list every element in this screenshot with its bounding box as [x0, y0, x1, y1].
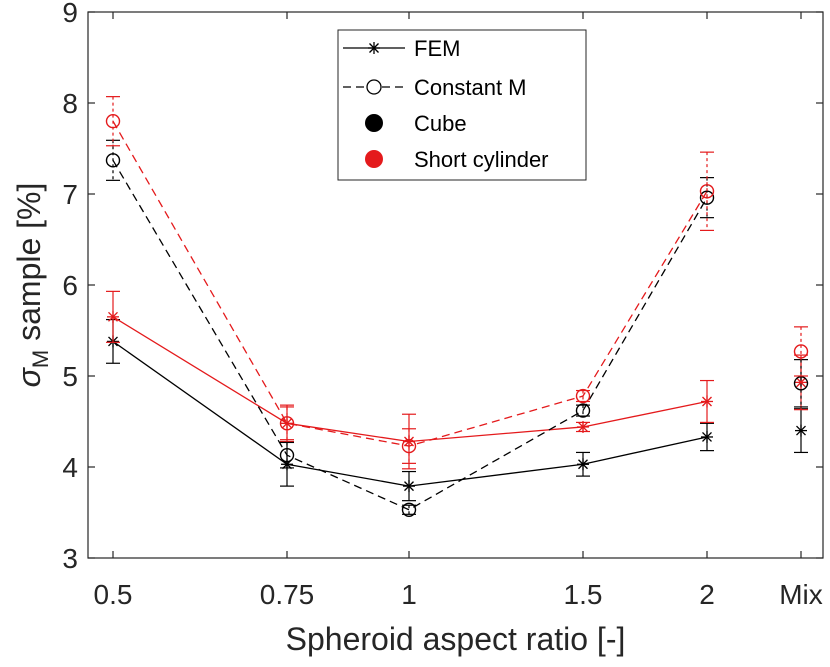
star-stroke	[702, 432, 712, 442]
legend: FEM Constant M Cube Short cylinder	[337, 29, 587, 181]
star-stroke	[578, 422, 588, 432]
data-point-circle	[279, 447, 295, 463]
star-stroke	[796, 377, 806, 388]
data-point-circle	[793, 376, 809, 391]
error-bar	[794, 326, 808, 377]
star-stroke	[108, 311, 118, 322]
data-point-circle	[699, 184, 715, 199]
y-tick-label: 6	[62, 270, 78, 301]
star-stroke	[702, 396, 712, 407]
data-point-circle	[279, 416, 295, 431]
x-tick-label: Mix	[779, 579, 823, 610]
x-tick-label: 1.5	[564, 579, 603, 610]
data-point-circle	[105, 153, 121, 168]
legend-item-fem: FEM	[343, 36, 460, 61]
error-bar	[402, 428, 416, 464]
star-stroke	[578, 459, 588, 470]
x-tick-label: 0.5	[94, 579, 133, 610]
data-point-circle	[401, 438, 417, 454]
star-stroke	[796, 425, 806, 436]
data-point-circle	[793, 344, 809, 359]
x-axis-label: Spheroid aspect ratio [-]	[286, 621, 626, 657]
error-bar	[280, 441, 294, 469]
axis-ticks: 3 4 5 6 7 8 9 0.5 0.75 1 1.5 2 Mix	[62, 0, 823, 610]
y-tick-label: 7	[62, 179, 78, 210]
y-tick-label: 3	[62, 543, 78, 574]
series-line	[112, 120, 708, 447]
legend-label-short-cylinder: Short cylinder	[414, 147, 549, 172]
y-axis-label-subscript: M	[28, 350, 53, 368]
legend-label-constant-m: Constant M	[414, 75, 527, 100]
legend-item-cube: Cube	[365, 111, 467, 136]
plot-content	[105, 96, 809, 517]
data-point-circle	[575, 388, 591, 404]
data-point-star	[795, 424, 807, 437]
error-bar	[280, 406, 294, 441]
legend-cube-dot-icon	[365, 114, 383, 132]
y-axis-label-rest: sample [%]	[11, 183, 47, 350]
data-point-star	[107, 310, 119, 323]
data-point-circle	[575, 403, 591, 418]
data-point-circle	[105, 113, 121, 129]
data-point-star	[577, 458, 589, 471]
x-tick-label: 1	[401, 579, 417, 610]
series-line	[112, 159, 708, 511]
error-bar	[700, 151, 714, 231]
legend-item-constant-m: Constant M	[343, 75, 527, 100]
legend-short-cylinder-dot-icon	[365, 150, 383, 168]
y-axis-label-sigma: σ	[11, 366, 47, 387]
y-tick-label: 9	[62, 0, 78, 28]
series-3	[105, 139, 809, 517]
y-tick-label: 5	[62, 361, 78, 392]
legend-label-fem: FEM	[414, 36, 460, 61]
y-axis-label: σM sample [%]	[11, 183, 53, 388]
data-point-circle	[401, 502, 417, 517]
y-tick-label: 4	[62, 452, 78, 483]
y-tick-label: 8	[62, 88, 78, 119]
series-4	[105, 96, 809, 464]
error-bar	[106, 96, 120, 147]
data-point-star	[577, 420, 589, 433]
legend-fem-star-icon	[368, 42, 380, 54]
x-tick-label: 2	[699, 579, 715, 610]
data-point-star	[701, 395, 713, 408]
star-stroke	[404, 481, 414, 492]
data-point-star	[403, 480, 415, 493]
legend-item-short-cylinder: Short cylinder	[365, 147, 549, 172]
data-point-star	[701, 430, 713, 443]
legend-constant-m-circle-icon	[366, 79, 382, 95]
star-stroke	[282, 418, 292, 429]
x-tick-label: 0.75	[260, 579, 315, 610]
legend-label-cube: Cube	[414, 111, 467, 136]
